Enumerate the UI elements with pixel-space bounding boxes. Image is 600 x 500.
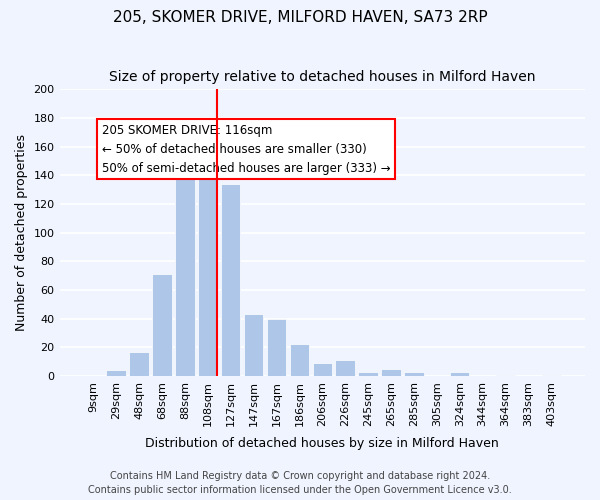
Bar [106, 370, 126, 376]
Bar [381, 369, 401, 376]
Bar [221, 184, 241, 376]
Bar [450, 372, 469, 376]
Bar [198, 177, 217, 376]
Bar [129, 352, 149, 376]
Bar [496, 374, 515, 376]
Bar [244, 314, 263, 376]
Bar [313, 363, 332, 376]
Bar [175, 145, 194, 376]
Bar [290, 344, 309, 376]
Text: 205, SKOMER DRIVE, MILFORD HAVEN, SA73 2RP: 205, SKOMER DRIVE, MILFORD HAVEN, SA73 2… [113, 10, 487, 25]
Title: Size of property relative to detached houses in Milford Haven: Size of property relative to detached ho… [109, 70, 536, 84]
Bar [335, 360, 355, 376]
Bar [358, 372, 378, 376]
Y-axis label: Number of detached properties: Number of detached properties [15, 134, 28, 331]
Bar [542, 374, 561, 376]
Bar [152, 274, 172, 376]
Text: 205 SKOMER DRIVE: 116sqm
← 50% of detached houses are smaller (330)
50% of semi-: 205 SKOMER DRIVE: 116sqm ← 50% of detach… [101, 124, 390, 174]
Text: Contains HM Land Registry data © Crown copyright and database right 2024.
Contai: Contains HM Land Registry data © Crown c… [88, 471, 512, 495]
Bar [267, 318, 286, 376]
Bar [404, 372, 424, 376]
X-axis label: Distribution of detached houses by size in Milford Haven: Distribution of detached houses by size … [145, 437, 499, 450]
